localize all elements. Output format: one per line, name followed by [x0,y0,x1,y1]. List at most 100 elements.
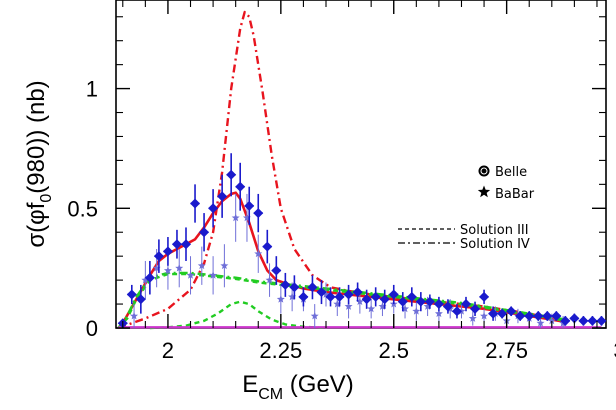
babar-point [344,302,353,310]
belle-point [298,291,309,302]
legend-solution-iii: Solution III [398,223,529,238]
belle-point [217,191,228,202]
belle-point [379,294,390,305]
babar-point [186,271,195,279]
babar-point [378,302,387,310]
belle-point [370,291,381,302]
curve-2 [117,272,566,329]
babar-point [468,314,477,322]
belle-point [479,291,490,302]
belle-point [596,315,607,326]
belle-point [461,299,471,310]
belle-point [388,289,399,300]
legend-solution-iv: Solution IV [398,237,530,252]
x-tick-label: 2.5 [378,338,409,363]
x-tick-label: 3 [613,338,616,363]
plot-frame [115,0,607,329]
belle-point [226,169,237,180]
belle-point [190,198,201,209]
belle-point [551,311,562,322]
x-axis-title-text: ECM (GeV) [242,371,354,403]
belle-point [271,265,282,276]
belle-point [334,291,345,302]
y-axis-title: σ(φf0(980)) (nb) [23,80,55,247]
y-axis-title-text: σ(φf0(980)) (nb) [23,80,55,247]
belle-point [442,301,453,312]
y-tick-label: 0 [86,316,98,341]
belle-point [325,291,336,302]
belle-point [451,306,462,317]
belle-point [497,308,508,319]
legend-solution-iv-label: Solution IV [460,237,530,252]
legend-belle-circle-ring [480,167,488,175]
belle-point [316,287,327,298]
belle-point [199,227,210,238]
babar-point [197,261,206,270]
belle-point [361,294,372,305]
belle-point [153,251,164,262]
belle-point [181,239,191,250]
babar-point [231,213,240,222]
y-tick-label: 0.5 [67,196,98,221]
babar-point [265,275,274,284]
axis-ticks: 2 2.25 2.5 2.75 3 0 0.5 1 [67,0,616,363]
babar-point [141,275,150,284]
x-tick-label: 2 [162,338,174,363]
belle-point [289,282,300,293]
belle-point [126,289,137,300]
legend-babar-star-icon [477,185,491,198]
belle-point [515,311,526,322]
x-tick-label: 2.75 [485,338,528,363]
belle-points [117,153,607,329]
belle-point [253,208,264,219]
belle-point [307,282,318,293]
belle-point [208,203,219,214]
babar-point [310,311,319,320]
belle-point [397,296,408,307]
babar-point [152,263,161,272]
babar-point [209,271,218,279]
belle-point [488,308,499,319]
belle-point [144,272,155,283]
babar-point [401,304,410,313]
belle-point [352,287,363,298]
babar-point [355,297,364,306]
babar-point [130,311,139,320]
x-axis-title: ECM (GeV) [242,371,354,403]
legend: Belle BaBar Solution III Solution IV [398,165,535,252]
babar-point [536,319,545,327]
legend-belle: Belle [478,165,527,180]
belle-point [235,181,246,192]
babar-point [412,307,421,315]
curve-4 [149,300,327,330]
belle-point [578,315,589,326]
belle-point [162,246,173,257]
babar-point [242,213,251,222]
babar-point [276,295,285,303]
belle-point [569,313,580,324]
x-tick-label: 2.25 [259,338,302,363]
belle-point [135,294,146,305]
belle-point [542,311,553,322]
belle-point [406,291,417,302]
belle-point [470,303,481,314]
legend-belle-circle-icon [478,165,490,177]
babar-point [423,302,432,310]
belle-point [171,239,182,250]
babar-point [333,299,342,308]
belle-point [560,315,571,326]
babar-point [480,311,489,320]
belle-point [533,311,544,322]
belle-point [343,289,354,300]
babar-point [367,304,376,313]
belle-point [415,296,426,307]
babar-point [434,309,443,318]
curve-3 [117,271,566,329]
belle-point [244,200,255,211]
legend-belle-label: Belle [495,165,527,180]
belle-point [506,306,517,317]
belle-point [424,296,435,307]
legend-solution-iii-label: Solution III [460,223,529,238]
babar-point [547,316,556,325]
